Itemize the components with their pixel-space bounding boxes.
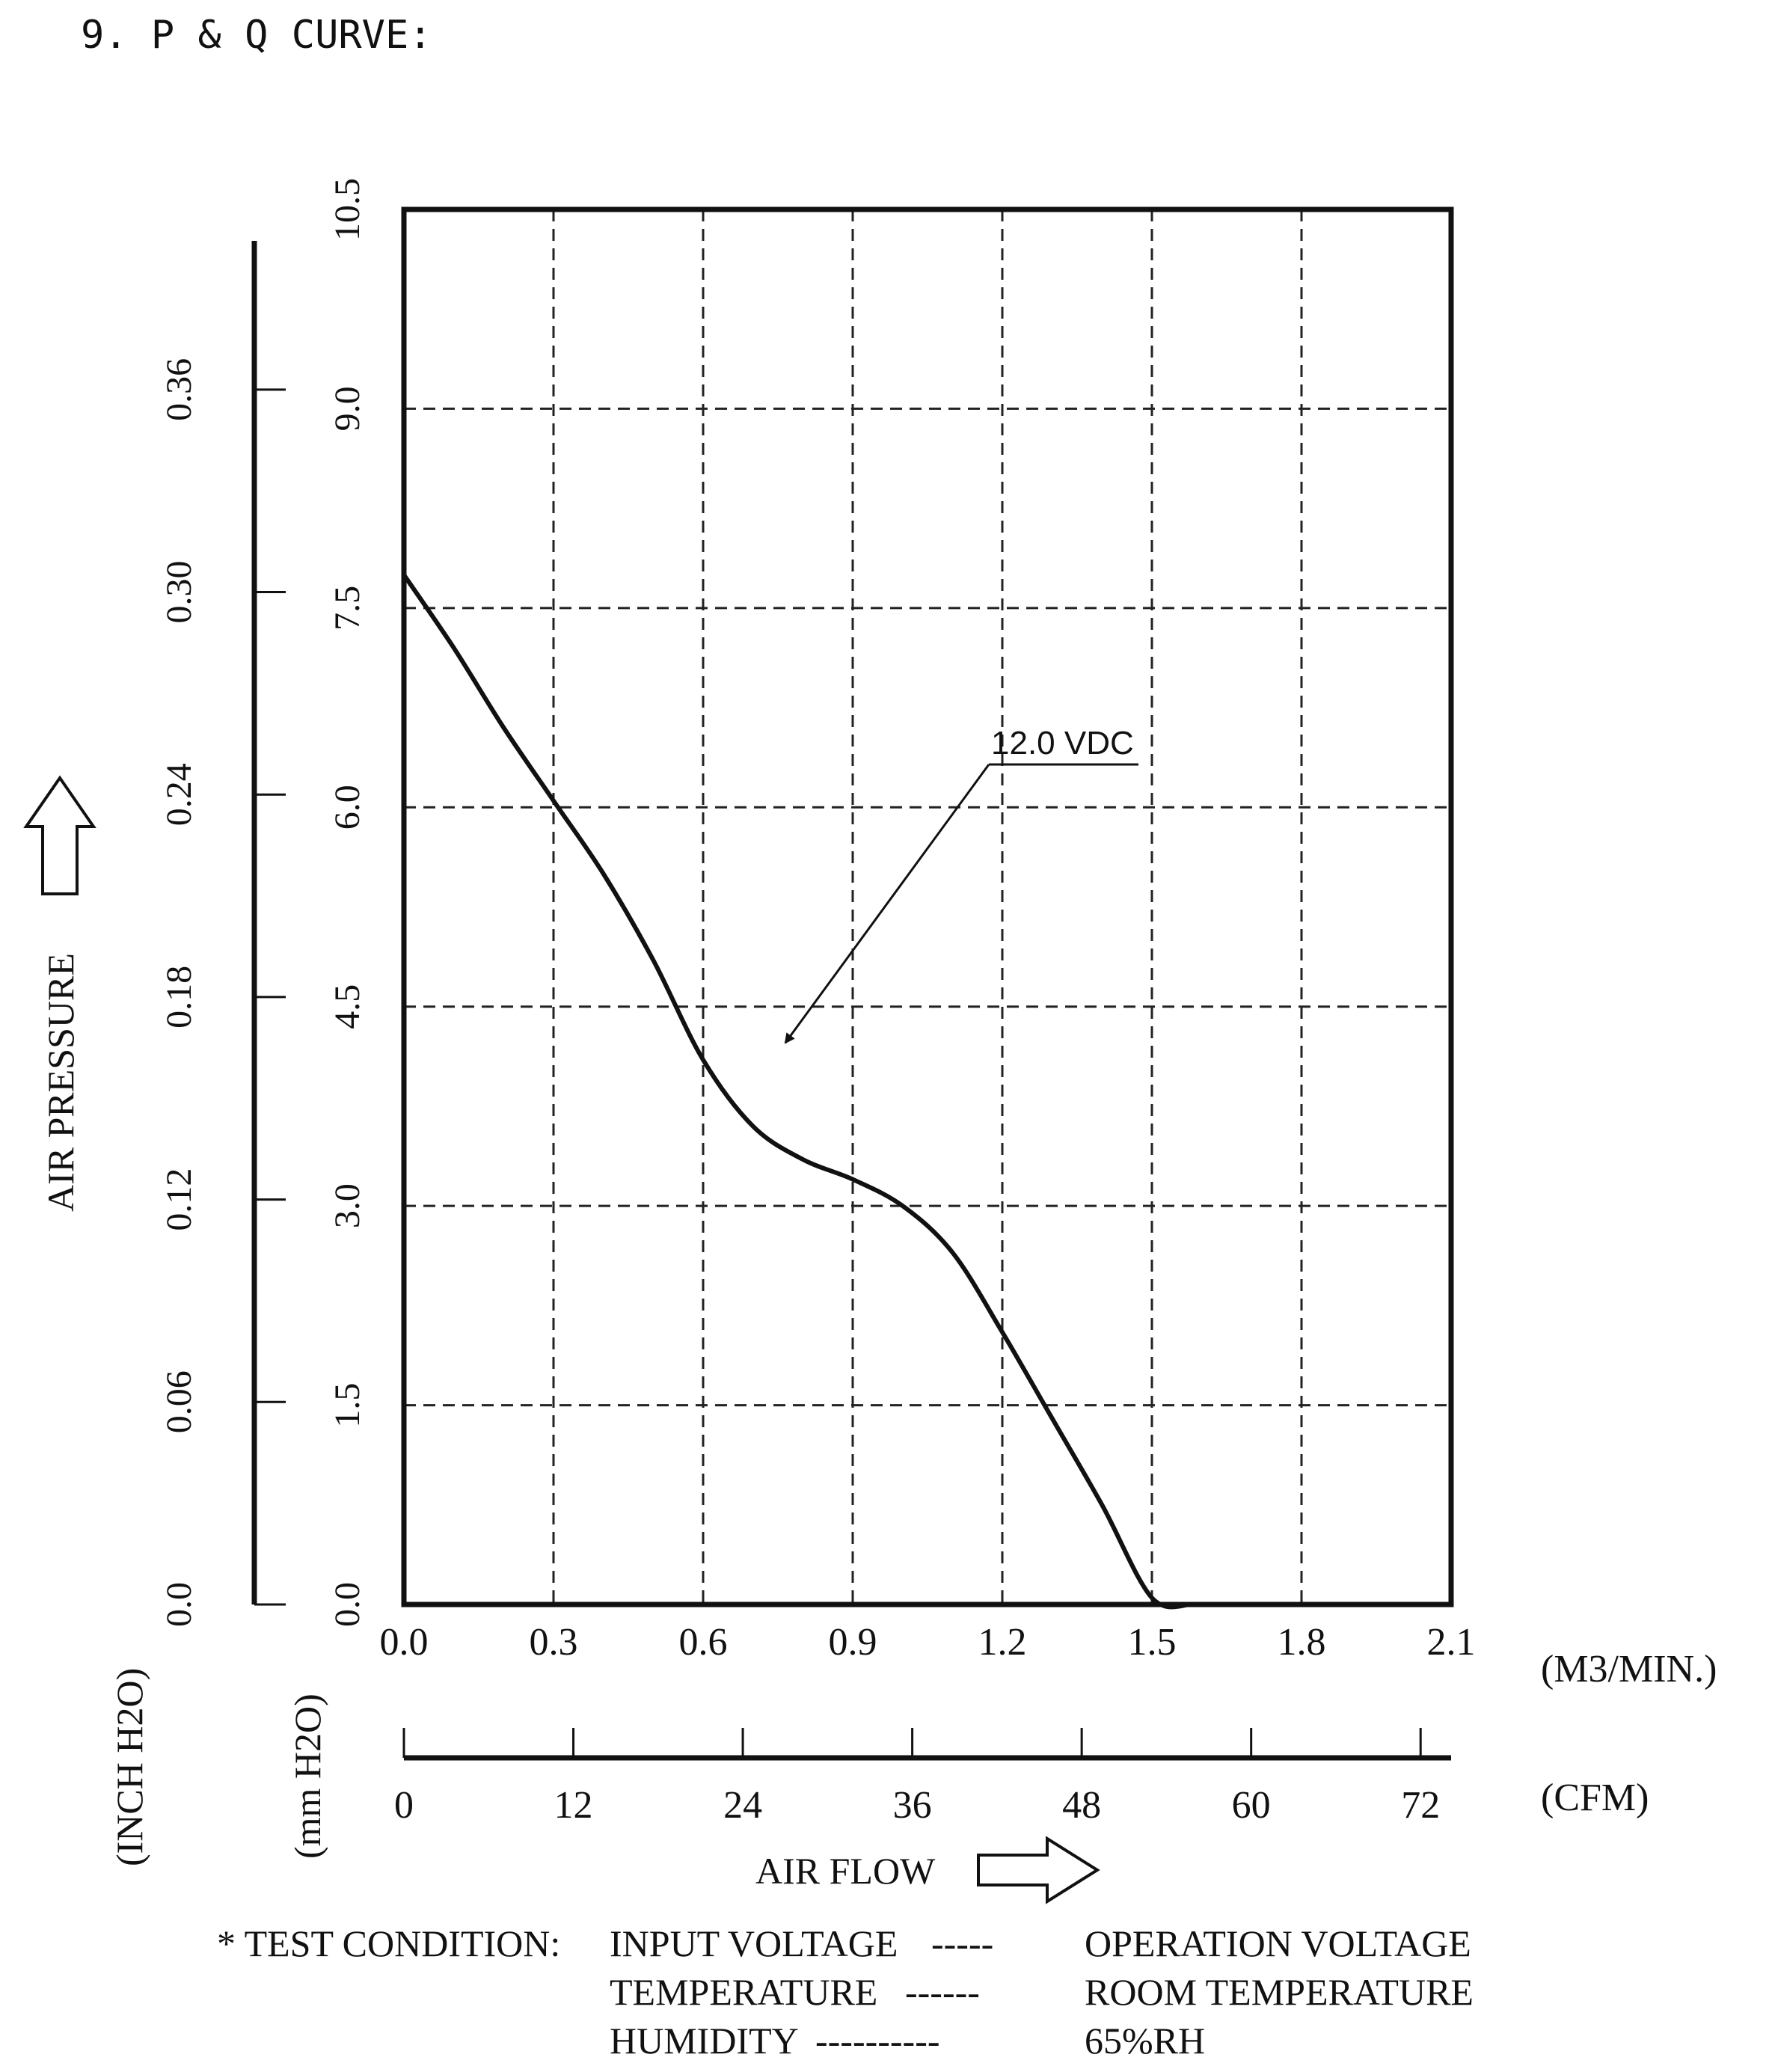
y-tick-mm-group-2: 3.0 (328, 1183, 367, 1228)
condition-value-1: ROOM TEMPERATURE (1085, 1971, 1474, 2013)
condition-label-2: HUMIDITY (610, 2020, 799, 2062)
y-tick-mm-group-5: 7.5 (328, 586, 367, 631)
y-tick-mm-group-0: 0.0 (328, 1582, 367, 1627)
annotation-label: 12.0 VDC (991, 725, 1134, 761)
y-tick-inch-group-1: 0.06 (159, 1370, 199, 1433)
y-tick-inch-group-0: 0.0 (159, 1582, 199, 1627)
y-tick-label-mm-1: 1.5 (328, 1383, 367, 1428)
y-tick-label-mm-5: 7.5 (328, 586, 367, 631)
y-tick-mm-group-4: 6.0 (328, 785, 367, 830)
y-axis-title-group: AIR PRESSURE (40, 953, 82, 1212)
test-condition-prefix: * TEST CONDITION: (217, 1922, 560, 1964)
x-tick-label-cfm-3: 36 (893, 1784, 932, 1827)
curve-annotation: 12.0 VDC (784, 725, 1138, 1044)
y-tick-label-mm-7: 10.5 (328, 178, 367, 241)
condition-dashes-0: ----- (931, 1922, 993, 1964)
x-tick-label-cfm-4: 48 (1062, 1784, 1101, 1827)
y-tick-inch-group-2: 0.12 (159, 1168, 199, 1231)
y-tick-label-inch-0: 0.0 (159, 1582, 199, 1627)
y-tick-label-mm-0: 0.0 (328, 1582, 367, 1627)
y-tick-label-mm-2: 3.0 (328, 1183, 367, 1228)
x-unit-cfm: (CFM) (1541, 1777, 1649, 1819)
y-tick-mm-group-3: 4.5 (328, 984, 367, 1029)
condition-label-1: TEMPERATURE (610, 1971, 877, 2013)
cfm-axis: 0 12 24 36 48 60 72 (394, 1728, 1451, 1827)
y-unit-mm: (mm H2O) (286, 1694, 328, 1859)
x-tick-label-m3-6: 1.8 (1278, 1621, 1326, 1664)
y-tick-label-inch-6: 0.36 (159, 358, 199, 421)
y-tick-inch-group-5: 0.30 (159, 561, 199, 624)
condition-label-0: INPUT VOLTAGE (610, 1922, 898, 1964)
y-tick-label-inch-3: 0.18 (159, 966, 199, 1029)
plot-frame (401, 206, 1454, 1607)
y-tick-inch-group-6: 0.36 (159, 358, 199, 421)
mm-unit-group: (mm H2O) (286, 1694, 328, 1859)
y-tick-label-inch-4: 0.24 (159, 763, 199, 826)
y-tick-mm-group-6: 9.0 (328, 386, 367, 431)
x-tick-label-m3-1: 0.3 (530, 1621, 578, 1664)
y-tick-mm-group-7: 10.5 (328, 178, 367, 241)
x-tick-label-cfm-6: 72 (1401, 1784, 1440, 1827)
y-axis-title: AIR PRESSURE (40, 953, 82, 1212)
mm-h2o-tick-labels: 0.0 1.5 3.0 4.5 6.0 7.5 9.0 10.5 (328, 178, 367, 1627)
x-tick-label-m3-5: 1.5 (1128, 1621, 1177, 1664)
series-line-12vdc (402, 572, 1195, 1610)
x-tick-label-cfm-5: 60 (1232, 1784, 1271, 1827)
y-tick-mm-group-1: 1.5 (328, 1383, 367, 1428)
condition-value-2: 65%RH (1085, 2020, 1205, 2062)
x-tick-label-m3-7: 2.1 (1427, 1621, 1476, 1664)
x-tick-label-cfm-1: 12 (554, 1784, 593, 1827)
annotation-arrow (784, 764, 990, 1044)
x-tick-label-m3-3: 0.9 (829, 1621, 877, 1664)
up-arrow-icon (23, 775, 96, 895)
chart-title: 9. P & Q CURVE: (81, 13, 432, 58)
x-unit-m3: (M3/MIN.) (1541, 1648, 1717, 1691)
condition-dashes-2: ---------- (815, 2020, 940, 2062)
condition-dashes-1: ------ (905, 1971, 980, 2013)
test-condition: * TEST CONDITION: INPUT VOLTAGE ----- OP… (217, 1922, 1474, 2062)
y-tick-label-mm-6: 9.0 (328, 386, 367, 431)
m3-min-tick-labels: 0.0 0.3 0.6 0.9 1.2 1.5 1.8 2.1 (380, 1621, 1476, 1664)
grid (404, 209, 1451, 1604)
y-tick-label-inch-1: 0.06 (159, 1370, 199, 1433)
right-arrow-icon (977, 1836, 1100, 1904)
x-tick-label-m3-0: 0.0 (380, 1621, 429, 1664)
x-tick-label-cfm-2: 24 (723, 1784, 762, 1827)
x-tick-label-m3-2: 0.6 (679, 1621, 728, 1664)
y-tick-inch-group-3: 0.18 (159, 966, 199, 1029)
x-axis-title: AIR FLOW (755, 1850, 936, 1892)
condition-value-0: OPERATION VOLTAGE (1085, 1922, 1471, 1964)
y-tick-label-mm-3: 4.5 (328, 984, 367, 1029)
y-tick-label-mm-4: 6.0 (328, 785, 367, 830)
y-tick-inch-group-4: 0.24 (159, 763, 199, 826)
inch-h2o-axis: 0.0 0.06 0.12 0.18 0.24 0.30 0.36 (159, 241, 286, 1627)
x-tick-label-m3-4: 1.2 (978, 1621, 1027, 1664)
y-tick-label-inch-5: 0.30 (159, 561, 199, 624)
y-tick-label-inch-2: 0.12 (159, 1168, 199, 1231)
y-unit-inch: (INCH H2O) (108, 1668, 150, 1866)
x-tick-label-cfm-0: 0 (394, 1784, 414, 1827)
inch-unit-group: (INCH H2O) (108, 1668, 150, 1866)
